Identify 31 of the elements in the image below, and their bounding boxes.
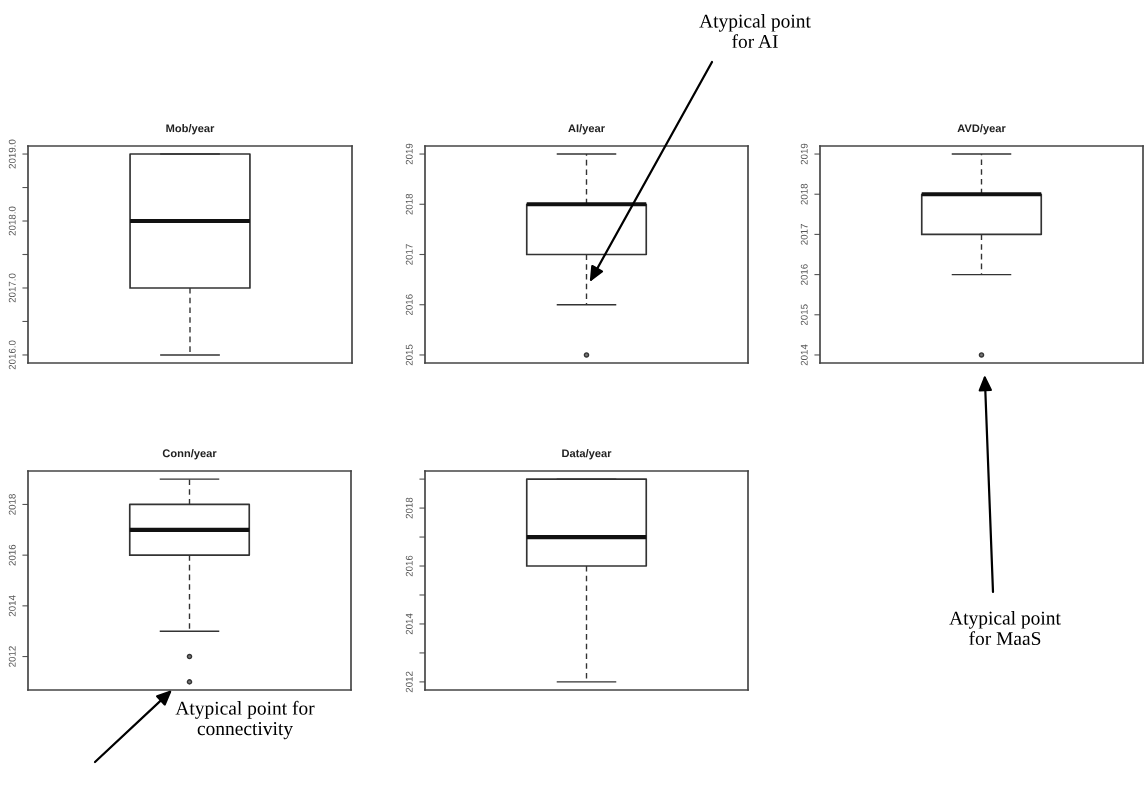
text: Atypical point for MaaS [949, 610, 1061, 646]
text: Atypical point for AI [699, 13, 811, 49]
chart-title: Mob/year [166, 124, 215, 135]
y-tick-label: 2018 [405, 193, 413, 215]
y-tick-label: 2017 [800, 224, 808, 245]
y-tick-label: 2014 [405, 613, 413, 635]
y-tick-label: 2018 [405, 497, 413, 519]
chart-title: Data/year [562, 449, 612, 460]
y-tick-label: 2015 [800, 304, 808, 326]
y-tick-label: 2016.0 [8, 340, 16, 370]
y-tick-label: 2016 [8, 544, 16, 566]
y-tick-label: 2012 [405, 671, 413, 693]
y-tick-label: 2017.0 [8, 273, 16, 303]
y-tick-label: 2014 [8, 595, 16, 617]
y-tick-label: 2016 [800, 264, 808, 285]
y-tick-label: 2018.0 [8, 206, 16, 236]
text: Atypical point for connectivity [175, 700, 315, 740]
y-tick-label: 2019 [800, 143, 808, 165]
y-tick-label: 2019.0 [8, 139, 16, 169]
y-tick-label: 2017 [405, 244, 413, 265]
y-tick-label: 2016 [405, 294, 413, 316]
y-tick-label: 2019 [405, 143, 413, 165]
chart-title: Conn/year [162, 449, 217, 460]
y-tick-label: 2015 [405, 344, 413, 366]
y-tick-label: 2018 [800, 183, 808, 205]
chart-title: AI/year [568, 124, 605, 135]
y-tick-label: 2012 [8, 646, 16, 667]
y-tick-label: 2016 [405, 555, 413, 577]
chart-title: AVD/year [957, 124, 1006, 135]
y-tick-label: 2014 [800, 344, 808, 366]
y-tick-label: 2018 [8, 494, 16, 515]
